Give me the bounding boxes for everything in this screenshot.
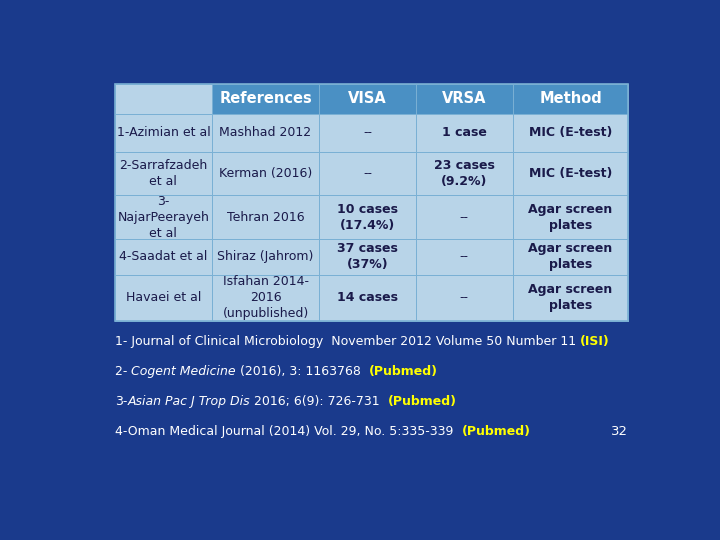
Bar (115, 152, 212, 195)
Text: 2-Sarrafzadeh
et al: 2-Sarrafzadeh et al (120, 159, 207, 188)
Text: 2-: 2- (115, 364, 132, 378)
Text: Agar screen
plates: Agar screen plates (528, 284, 613, 312)
Text: Isfahan 2014-
2016
(unpublished): Isfahan 2014- 2016 (unpublished) (222, 275, 309, 320)
Text: 10 cases
(17.4%): 10 cases (17.4%) (337, 202, 398, 232)
Bar (513, 195, 629, 239)
Text: (Pubmed): (Pubmed) (462, 424, 531, 437)
Bar (115, 239, 212, 275)
Bar (115, 275, 212, 321)
Text: 3-: 3- (115, 395, 127, 408)
Text: --: -- (363, 126, 372, 139)
Bar (320, 114, 416, 152)
Bar (115, 84, 629, 321)
Text: VRSA: VRSA (442, 91, 487, 106)
Text: (Pubmed): (Pubmed) (369, 364, 438, 378)
Bar (320, 152, 416, 195)
Text: 1- Journal of Clinical Microbiology  November 2012 Volume 50 Number 11: 1- Journal of Clinical Microbiology Nove… (115, 335, 580, 348)
Bar (115, 114, 212, 152)
Bar (416, 239, 513, 275)
Bar (416, 152, 513, 195)
Text: --: -- (460, 211, 469, 224)
Text: 4-Oman Medical Journal (2014) Vol. 29, No. 5:335-339: 4-Oman Medical Journal (2014) Vol. 29, N… (115, 424, 462, 437)
Bar (513, 275, 629, 321)
Text: MIC (E-test): MIC (E-test) (528, 167, 612, 180)
Text: --: -- (460, 291, 469, 304)
Text: Mashhad 2012: Mashhad 2012 (220, 126, 312, 139)
Text: Shiraz (Jahrom): Shiraz (Jahrom) (217, 251, 314, 264)
Bar (212, 239, 320, 275)
Bar (212, 114, 320, 152)
Text: Method: Method (539, 91, 602, 106)
Bar (513, 239, 629, 275)
Bar (320, 195, 416, 239)
Text: References: References (219, 91, 312, 106)
Text: 14 cases: 14 cases (337, 291, 398, 304)
Bar (212, 152, 320, 195)
Bar (320, 239, 416, 275)
Text: Tehran 2016: Tehran 2016 (227, 211, 305, 224)
Bar (416, 84, 513, 114)
Text: 2016; 6(9): 726-731: 2016; 6(9): 726-731 (250, 395, 388, 408)
Text: 32: 32 (611, 424, 629, 437)
Text: Agar screen
plates: Agar screen plates (528, 242, 613, 272)
Text: Asian Pac J Trop Dis: Asian Pac J Trop Dis (127, 395, 250, 408)
Bar (513, 114, 629, 152)
Bar (320, 275, 416, 321)
Text: (ISI): (ISI) (580, 335, 610, 348)
Text: VISA: VISA (348, 91, 387, 106)
Bar (416, 114, 513, 152)
Text: (Pubmed): (Pubmed) (388, 395, 456, 408)
Text: 4-Saadat et al: 4-Saadat et al (120, 251, 207, 264)
Bar (212, 84, 320, 114)
Bar (115, 84, 212, 114)
Text: 1-Azimian et al: 1-Azimian et al (117, 126, 210, 139)
Text: MIC (E-test): MIC (E-test) (528, 126, 612, 139)
Text: Agar screen
plates: Agar screen plates (528, 202, 613, 232)
Bar (416, 275, 513, 321)
Bar (212, 275, 320, 321)
Bar (212, 195, 320, 239)
Bar (115, 195, 212, 239)
Text: 1 case: 1 case (442, 126, 487, 139)
Text: 3-
NajarPeerayeh
et al: 3- NajarPeerayeh et al (117, 195, 210, 240)
Text: Kerman (2016): Kerman (2016) (219, 167, 312, 180)
Bar (513, 84, 629, 114)
Text: 37 cases
(37%): 37 cases (37%) (337, 242, 398, 272)
Bar (320, 84, 416, 114)
Bar (513, 152, 629, 195)
Text: 23 cases
(9.2%): 23 cases (9.2%) (434, 159, 495, 188)
Text: Havaei et al: Havaei et al (126, 291, 201, 304)
Bar (416, 195, 513, 239)
Text: --: -- (460, 251, 469, 264)
Text: Cogent Medicine: Cogent Medicine (132, 364, 236, 378)
Text: --: -- (363, 167, 372, 180)
Text: (2016), 3: 1163768: (2016), 3: 1163768 (236, 364, 369, 378)
